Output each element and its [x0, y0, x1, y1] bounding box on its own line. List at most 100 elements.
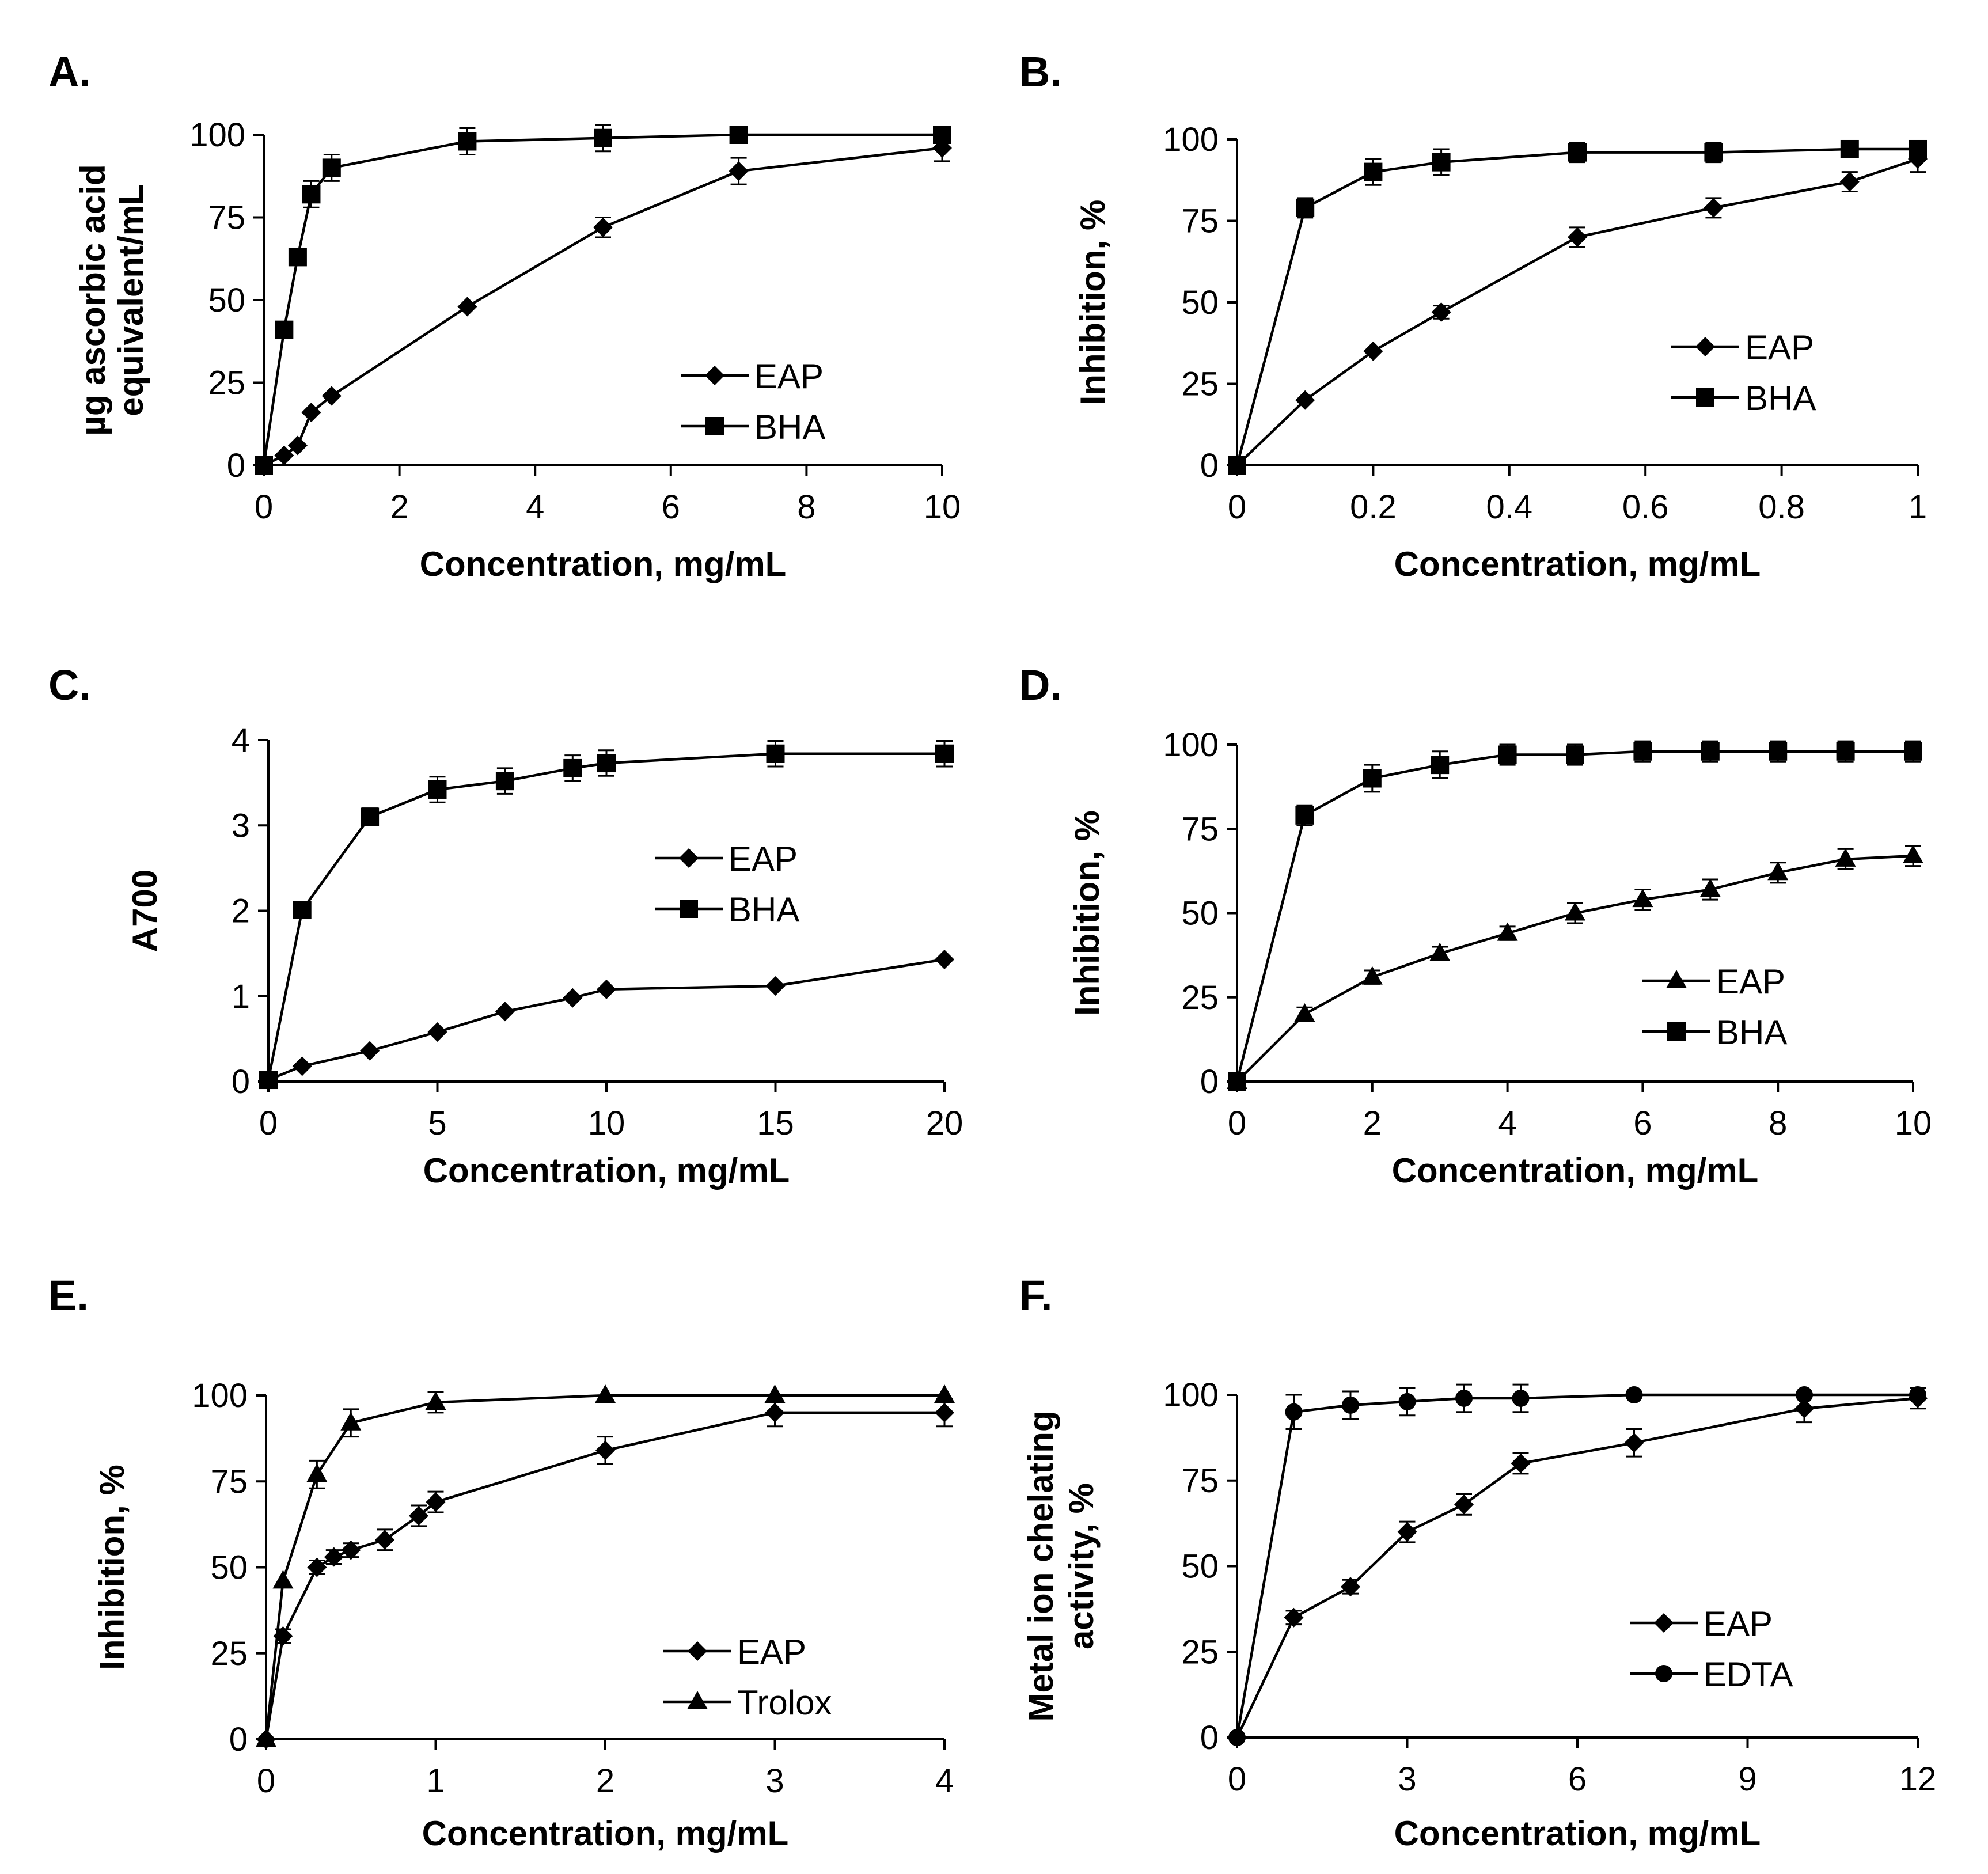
y-tick-label: 25 [1181, 366, 1219, 403]
data-point [495, 772, 514, 791]
legend-marker [679, 848, 699, 868]
data-point [425, 1391, 446, 1410]
x-tick-label: 10 [1895, 1105, 1932, 1142]
series-eap [259, 950, 954, 1090]
data-point [375, 1530, 395, 1550]
y-tick-label: 0 [229, 1721, 248, 1758]
data-point [1836, 742, 1855, 761]
y-tick-label: 75 [1181, 1462, 1219, 1500]
legend-item: EAP [681, 357, 824, 396]
x-axis-label: Concentration, mg/mL [422, 1814, 789, 1853]
x-tick-label: 6 [662, 488, 680, 526]
data-point [1296, 198, 1315, 217]
data-point [1632, 889, 1653, 908]
data-point [1699, 878, 1721, 897]
legend-item: BHA [1671, 379, 1816, 418]
legend-marker [1655, 1665, 1672, 1682]
data-point [563, 758, 582, 777]
panel-letter: B. [1019, 48, 1062, 96]
y-tick-label: 100 [189, 116, 245, 154]
legend-item: Trolox [663, 1683, 832, 1722]
panel-letter: E. [48, 1272, 89, 1319]
legend-label: EDTA [1704, 1655, 1793, 1694]
legend-item: EDTA [1630, 1655, 1793, 1694]
data-point [1767, 862, 1789, 881]
x-tick-label: 4 [526, 488, 544, 526]
series-bha [1228, 139, 1927, 475]
legend-item: EAP [655, 840, 798, 878]
data-point [1909, 1386, 1926, 1403]
data-point [1455, 1389, 1473, 1407]
data-point [272, 1570, 294, 1589]
y-tick-label: 25 [1181, 979, 1219, 1016]
legend-marker [1666, 970, 1687, 988]
data-point [274, 445, 294, 465]
x-tick-label: 0 [1228, 1761, 1246, 1798]
data-point [301, 403, 321, 423]
data-point [1568, 143, 1587, 162]
series-line [1235, 1393, 1918, 1738]
data-point [1429, 942, 1451, 961]
legend-marker [688, 1641, 707, 1661]
legend-marker [705, 366, 724, 385]
legend-label: Trolox [737, 1683, 832, 1722]
data-point [1704, 198, 1724, 218]
data-point [766, 744, 785, 763]
x-tick-label: 0 [259, 1105, 278, 1142]
data-point [457, 297, 477, 317]
data-point [1904, 742, 1922, 761]
x-tick-label: 3 [1398, 1761, 1416, 1798]
x-tick-label: 0 [257, 1762, 275, 1800]
data-point [1342, 1396, 1359, 1414]
y-tick-label: 50 [1181, 895, 1219, 932]
x-tick-label: 10 [924, 488, 961, 526]
data-point [1431, 302, 1451, 322]
data-point [1228, 1729, 1246, 1746]
y-tick-label: 25 [208, 365, 245, 402]
data-point [1363, 341, 1383, 361]
x-tick-label: 10 [588, 1105, 625, 1142]
chart-panel: C. 0 1 2 3 4 0 5 10 15 20 Concentration, mg/mL A700 E… [48, 661, 963, 1190]
y-axis-label: activity, % [1062, 1483, 1101, 1649]
y-tick-label: 0 [1200, 447, 1219, 484]
data-point [288, 248, 307, 267]
data-point [1511, 1454, 1531, 1473]
y-tick-label: 50 [210, 1549, 248, 1587]
y-tick-label: 0 [1200, 1719, 1219, 1757]
x-axis-label: Concentration, mg/mL [420, 545, 787, 583]
series-eap [1227, 145, 1928, 475]
data-point [1284, 1607, 1304, 1628]
x-tick-label: 20 [926, 1105, 963, 1142]
legend-marker [1667, 1022, 1686, 1041]
y-tick-label: 75 [1181, 810, 1219, 848]
chart-panel: A. 0 25 50 75 100 0 2 4 6 8 10 Concentration, mg/mL µ… [48, 48, 961, 583]
legend-label: EAP [729, 840, 798, 878]
data-point [1398, 1393, 1416, 1410]
data-point [764, 1384, 786, 1403]
series-line [268, 958, 945, 1082]
chart-panel: F. 0 25 50 75 100 0 3 6 9 12 Concentration, mg/mL Me… [1019, 1272, 1936, 1853]
panel-letter: F. [1019, 1272, 1053, 1319]
series-line [264, 1394, 944, 1740]
data-point [1498, 745, 1517, 764]
legend-label: EAP [1704, 1604, 1773, 1643]
x-tick-label: 0 [255, 488, 273, 526]
data-point [409, 1505, 429, 1526]
series-edta [1228, 1383, 1926, 1746]
series-bha [1228, 740, 1922, 1091]
panel-letter: A. [48, 48, 91, 96]
series-eap [1227, 845, 1923, 1089]
data-point [934, 1384, 955, 1403]
y-tick-label: 0 [1200, 1063, 1219, 1101]
series-line [262, 133, 942, 466]
y-tick-label: 25 [210, 1635, 248, 1672]
data-point [1431, 756, 1450, 775]
data-point [935, 1402, 954, 1422]
x-axis-label: Concentration, mg/mL [1394, 1814, 1761, 1853]
data-point [1361, 966, 1383, 985]
y-tick-label: 50 [1181, 284, 1219, 321]
legend-marker [1695, 337, 1715, 356]
y-tick-label: 75 [1181, 203, 1219, 240]
y-tick-label: 0 [232, 1063, 250, 1101]
